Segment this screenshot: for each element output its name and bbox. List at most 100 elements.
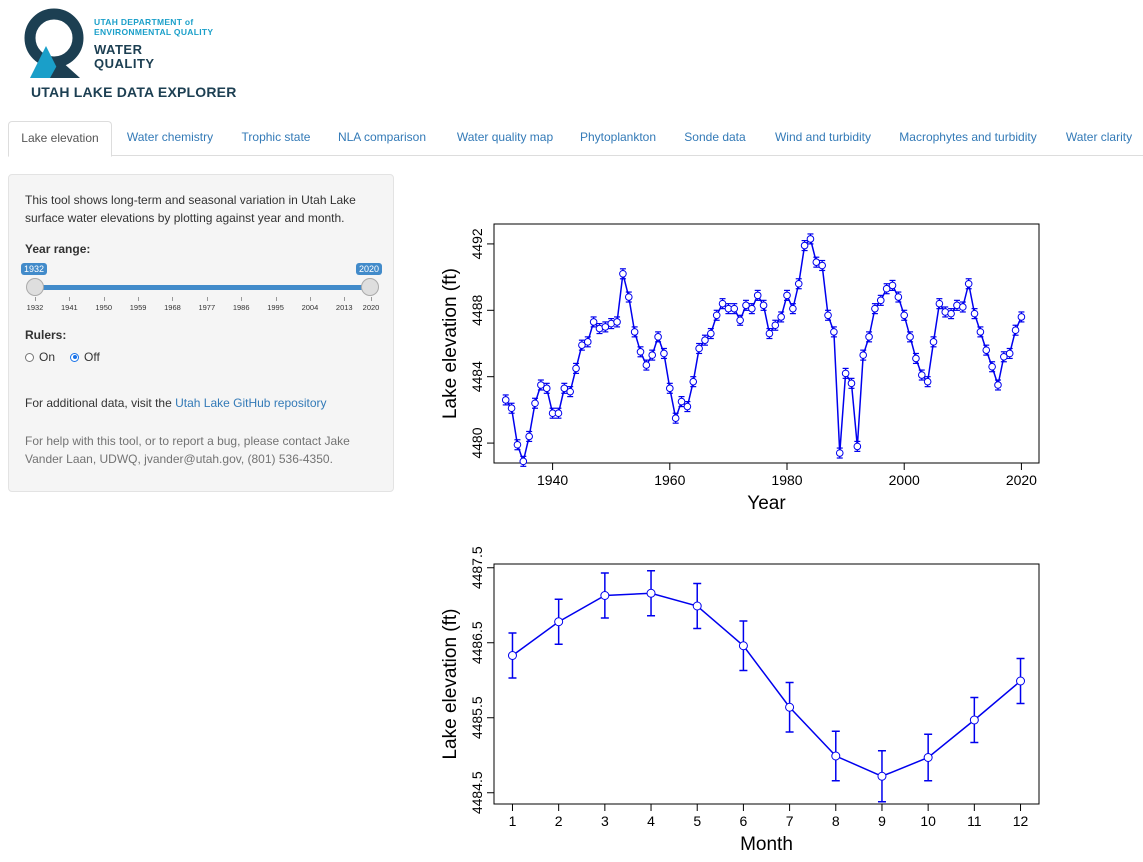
- data-point: [865, 333, 873, 341]
- data-point: [648, 351, 657, 359]
- y-tick-label: 4484.5: [469, 771, 485, 814]
- data-point: [560, 384, 569, 393]
- data-point: [718, 299, 727, 308]
- data-point: [835, 449, 844, 457]
- data-point: [624, 293, 633, 301]
- tab-sonde-data[interactable]: Sonde data: [684, 130, 746, 144]
- data-point: [537, 381, 545, 389]
- slider-tick: [371, 297, 372, 301]
- data-point: [759, 301, 768, 310]
- rulers-on-radio[interactable]: [25, 352, 34, 362]
- app-title: UTAH LAKE DATA EXPLORER: [31, 84, 237, 100]
- tool-description: This tool shows long-term and seasonal v…: [25, 193, 356, 225]
- data-point: [619, 269, 627, 278]
- slider-ticks: 1932 1941 1950 1959 1968 1977 1986 1995 2004 2013…: [27, 297, 379, 317]
- data-point: [988, 362, 996, 371]
- data-point: [660, 349, 668, 358]
- x-tick-label: 1940: [537, 472, 568, 488]
- github-repository-link[interactable]: Utah Lake GitHub repository: [175, 396, 327, 410]
- tab-water-chemistry[interactable]: Water chemistry: [126, 130, 214, 144]
- slider-tick-label: 1977: [198, 303, 216, 312]
- data-point: [683, 402, 692, 411]
- slider-tick: [241, 297, 243, 301]
- additional-data-text: For additional data, visit the Utah Lake…: [25, 396, 327, 410]
- tab-water-clarity[interactable]: Water clarity: [1065, 130, 1133, 144]
- data-point: [501, 396, 510, 404]
- y-tick-label: 4486.5: [469, 621, 485, 664]
- data-point: [554, 617, 564, 627]
- tab-phytoplankton[interactable]: Phytoplankton: [579, 130, 657, 144]
- x-tick-label: 7: [786, 813, 794, 829]
- slider-max-handle[interactable]: [361, 278, 379, 296]
- data-point: [818, 261, 826, 270]
- tab-wind-and-turbidity[interactable]: Wind and turbidity: [774, 130, 872, 144]
- data-point: [853, 442, 862, 451]
- x-tick-label: 8: [832, 813, 840, 829]
- data-point: [600, 591, 610, 600]
- data-point: [525, 432, 533, 441]
- data-point: [583, 338, 592, 346]
- slider-min-handle[interactable]: [26, 278, 44, 296]
- data-point: [1017, 313, 1026, 321]
- data-point: [765, 329, 774, 338]
- data-point: [572, 364, 580, 373]
- org-name: UTAH DEPARTMENT of ENVIRONMENTAL QUALITY: [94, 17, 214, 37]
- tab-nla-comparison[interactable]: NLA comparison: [337, 130, 427, 144]
- data-point: [542, 384, 551, 393]
- rulers-off-option[interactable]: Off: [70, 350, 100, 364]
- x-tick-label: 2000: [889, 472, 920, 488]
- slider-tick-label: 2013: [335, 303, 353, 312]
- slider-tick-label: 1950: [95, 303, 113, 312]
- data-point: [859, 351, 867, 359]
- data-point: [1011, 326, 1020, 335]
- slider-tick-label: 1995: [267, 303, 284, 312]
- data-point: [917, 371, 926, 379]
- data-point: [831, 751, 841, 761]
- plot-frame: [493, 563, 1040, 805]
- tab-macrophytes-and-turbidity[interactable]: Macrophytes and turbidity: [899, 130, 1037, 144]
- series-line: [512, 592, 1022, 778]
- rulers-off-label: Off: [84, 350, 100, 364]
- rulers-off-radio[interactable]: [70, 352, 79, 362]
- tab-trophic-state[interactable]: Trophic state: [241, 130, 311, 144]
- data-point: [976, 328, 985, 336]
- x-tick-label: 4: [647, 813, 655, 829]
- slider-tick: [275, 297, 277, 301]
- data-point: [970, 309, 979, 318]
- slider-min-badge: 1932: [21, 263, 48, 275]
- data-point: [964, 279, 973, 288]
- data-point: [888, 281, 897, 290]
- y-tick-label: 4484: [469, 361, 485, 392]
- data-point: [771, 321, 780, 330]
- y-tick-label: 4485.5: [469, 696, 485, 739]
- x-tick-label: 1980: [771, 472, 802, 488]
- year-range-slider-track[interactable]: [35, 285, 370, 290]
- data-point: [712, 311, 721, 320]
- data-point: [630, 328, 639, 336]
- x-tick-label: 1: [509, 813, 517, 829]
- x-axis-label: Month: [740, 834, 793, 855]
- data-point: [871, 304, 879, 313]
- data-point: [847, 379, 856, 388]
- data-point: [742, 301, 750, 310]
- data-point: [912, 354, 920, 363]
- y-tick-label: 4488: [469, 295, 485, 326]
- slider-tick-label: 1986: [232, 303, 250, 312]
- tab-water-quality-map[interactable]: Water quality map: [456, 130, 554, 144]
- slider-tick: [172, 297, 174, 301]
- data-point: [841, 369, 850, 378]
- slider-tick-label: 2020: [362, 303, 380, 312]
- rulers-on-option[interactable]: On: [25, 350, 55, 364]
- sidebar-panel: This tool shows long-term and seasonal v…: [8, 174, 394, 492]
- y-axis-label: Lake elevation (ft): [440, 608, 461, 759]
- slider-tick: [206, 297, 208, 301]
- data-point: [730, 304, 739, 313]
- data-point: [783, 291, 791, 300]
- x-tick-label: 6: [740, 813, 748, 829]
- slider-tick: [103, 297, 105, 301]
- data-point: [701, 336, 709, 344]
- data-point: [677, 397, 686, 406]
- water-quality-wordmark: WATER QUALITY: [94, 42, 155, 71]
- slider-tick: [69, 297, 71, 301]
- tab-lake-elevation[interactable]: Lake elevation: [8, 121, 112, 157]
